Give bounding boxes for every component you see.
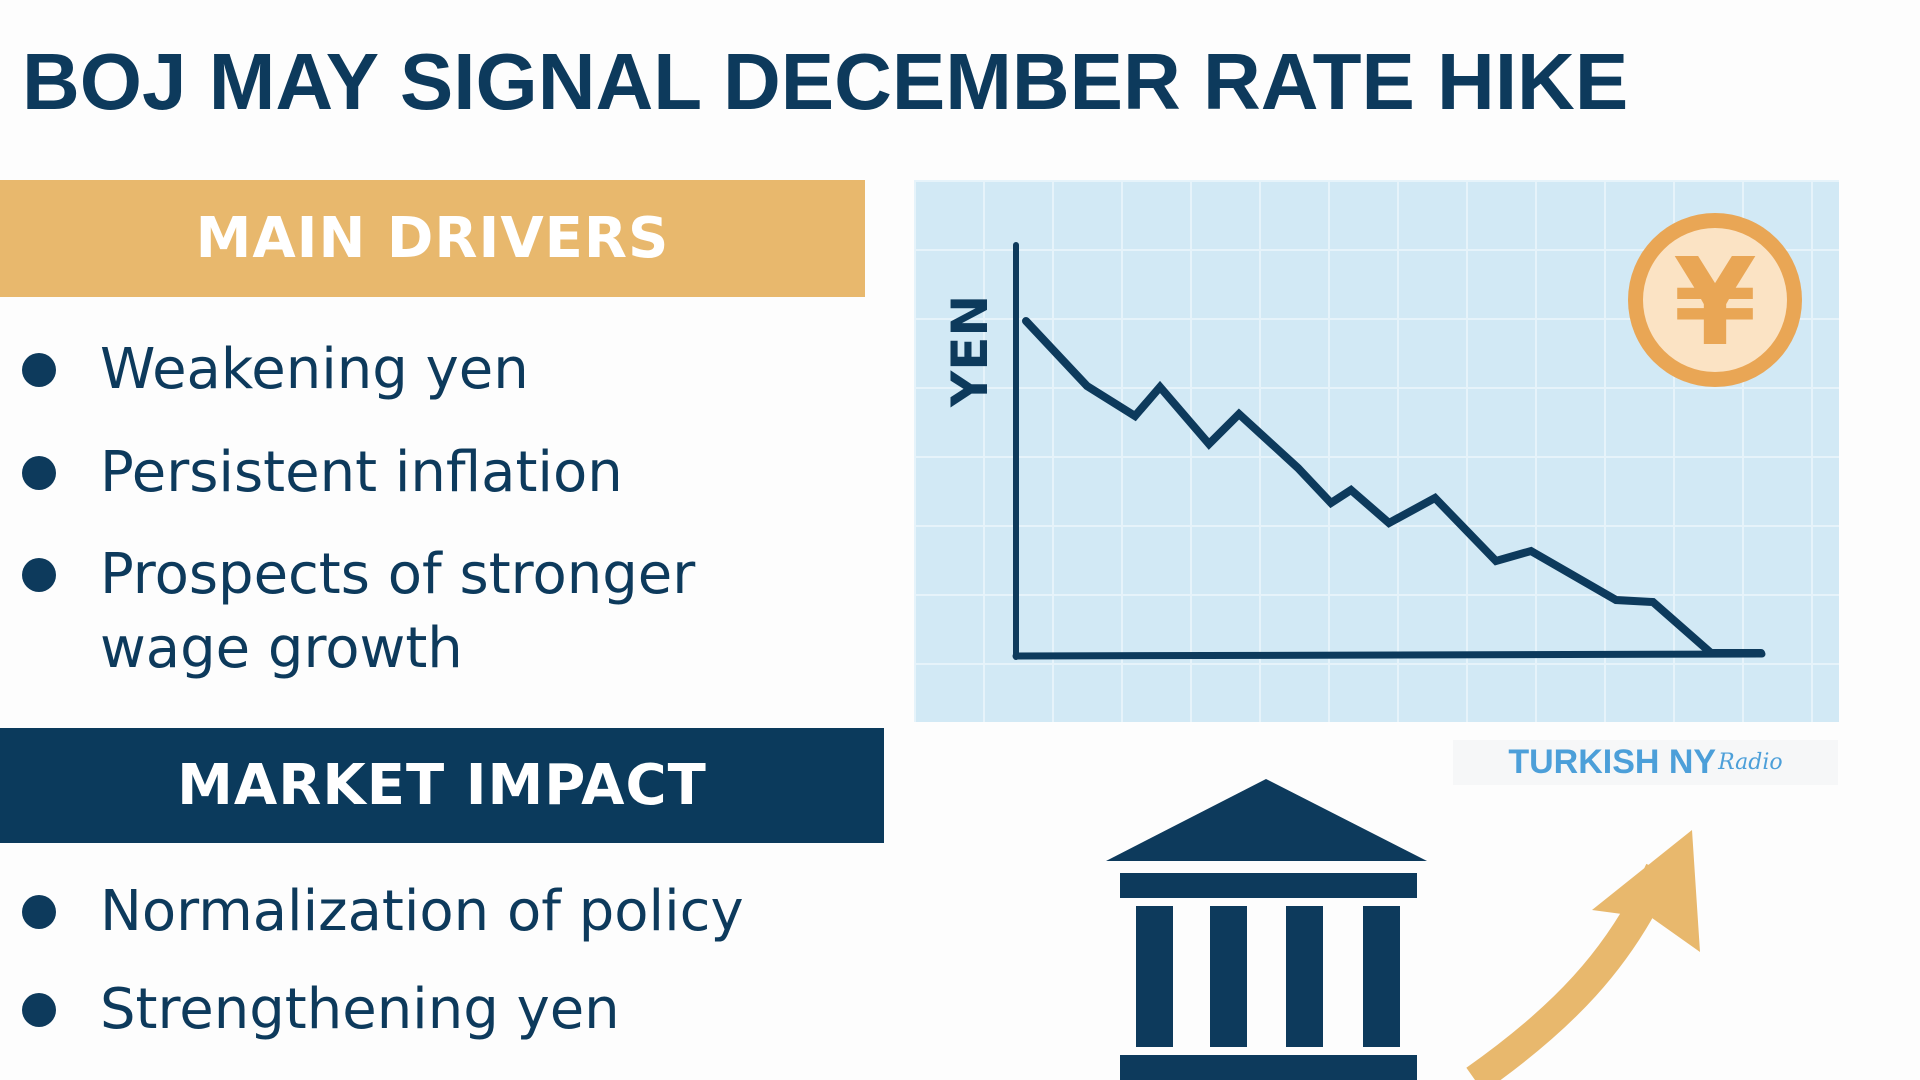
list-item: Strengthening yen [22,973,620,1047]
bullet-icon [22,456,56,490]
bullet-icon [22,993,56,1027]
bullet-icon [22,895,56,929]
market-impact-header: MARKET IMPACT [0,728,884,843]
list-item: Prospects of stronger wage growth [22,538,695,686]
bank-building-icon [1106,779,1427,1080]
yen-trend-line [1022,317,1765,657]
yen-coin-icon: ¥ [1628,213,1802,387]
svg-text:¥: ¥ [1673,234,1757,373]
upward-arrow-icon [1466,830,1700,1080]
main-drivers-header: MAIN DRIVERS [0,180,865,297]
bullet-icon [22,353,56,387]
page-title: BOJ MAY SIGNAL DECEMBER RATE HIKE [22,37,1629,126]
bullet-icon [22,558,56,592]
turkish-ny-radio-logo: TURKISH NY Radio [1453,740,1838,785]
chart-axes [1012,242,1766,660]
list-item: Weakening yen [22,333,529,407]
list-item: Persistent inflation [22,436,623,510]
list-item: Normalization of policy [22,875,744,949]
